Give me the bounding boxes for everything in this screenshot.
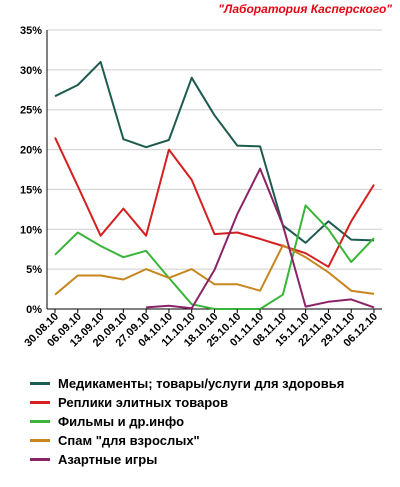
y-axis-ticks: 0% 5% 10% 15% 20% 25% 30% 35% [20, 25, 42, 316]
legend-swatch [30, 420, 50, 423]
series-line-2 [54, 204, 375, 310]
legend: Медикаменты; товары/услуги для здоровья Р… [30, 374, 344, 469]
legend-item: Реплики элитных товаров [30, 393, 344, 412]
source-label: "Лаборатория Касперского" [218, 2, 392, 16]
series-line-1 [54, 137, 375, 268]
series-line-4 [146, 167, 375, 310]
legend-swatch [30, 458, 50, 461]
legend-item: Спам "для взрослых" [30, 431, 344, 450]
legend-swatch [30, 382, 50, 385]
grid [47, 29, 382, 310]
legend-swatch [30, 439, 50, 442]
series-lines [54, 60, 375, 310]
y-tick-label: 25% [20, 105, 42, 117]
y-tick-label: 35% [20, 25, 42, 37]
legend-item: Медикаменты; товары/услуги для здоровья [30, 374, 344, 393]
line-chart: 0% 5% 10% 15% 20% 25% 30% 35% 30.08.1006.09.101… [20, 25, 382, 349]
legend-label: Азартные игры [58, 452, 158, 467]
y-tick-label: 5% [26, 264, 42, 276]
y-tick-label: 15% [20, 184, 42, 196]
legend-label: Медикаменты; товары/услуги для здоровья [58, 376, 345, 391]
legend-label: Фильмы и др.инфо [58, 414, 185, 429]
axes [46, 30, 382, 310]
y-tick-label: 0% [26, 304, 42, 316]
series-line-3 [54, 244, 375, 296]
y-tick-label: 30% [20, 65, 42, 77]
legend-item: Фильмы и др.инфо [30, 412, 344, 431]
y-tick-label: 20% [20, 145, 42, 157]
x-axis-ticks: 30.08.1006.09.1013.09.1020.09.1027.09.10… [22, 309, 380, 349]
y-tick-label: 10% [20, 224, 42, 236]
legend-label: Спам "для взрослых" [58, 433, 200, 448]
legend-item: Азартные игры [30, 450, 344, 469]
series-line-0 [54, 60, 375, 244]
legend-swatch [30, 401, 50, 404]
legend-label: Реплики элитных товаров [58, 395, 229, 410]
